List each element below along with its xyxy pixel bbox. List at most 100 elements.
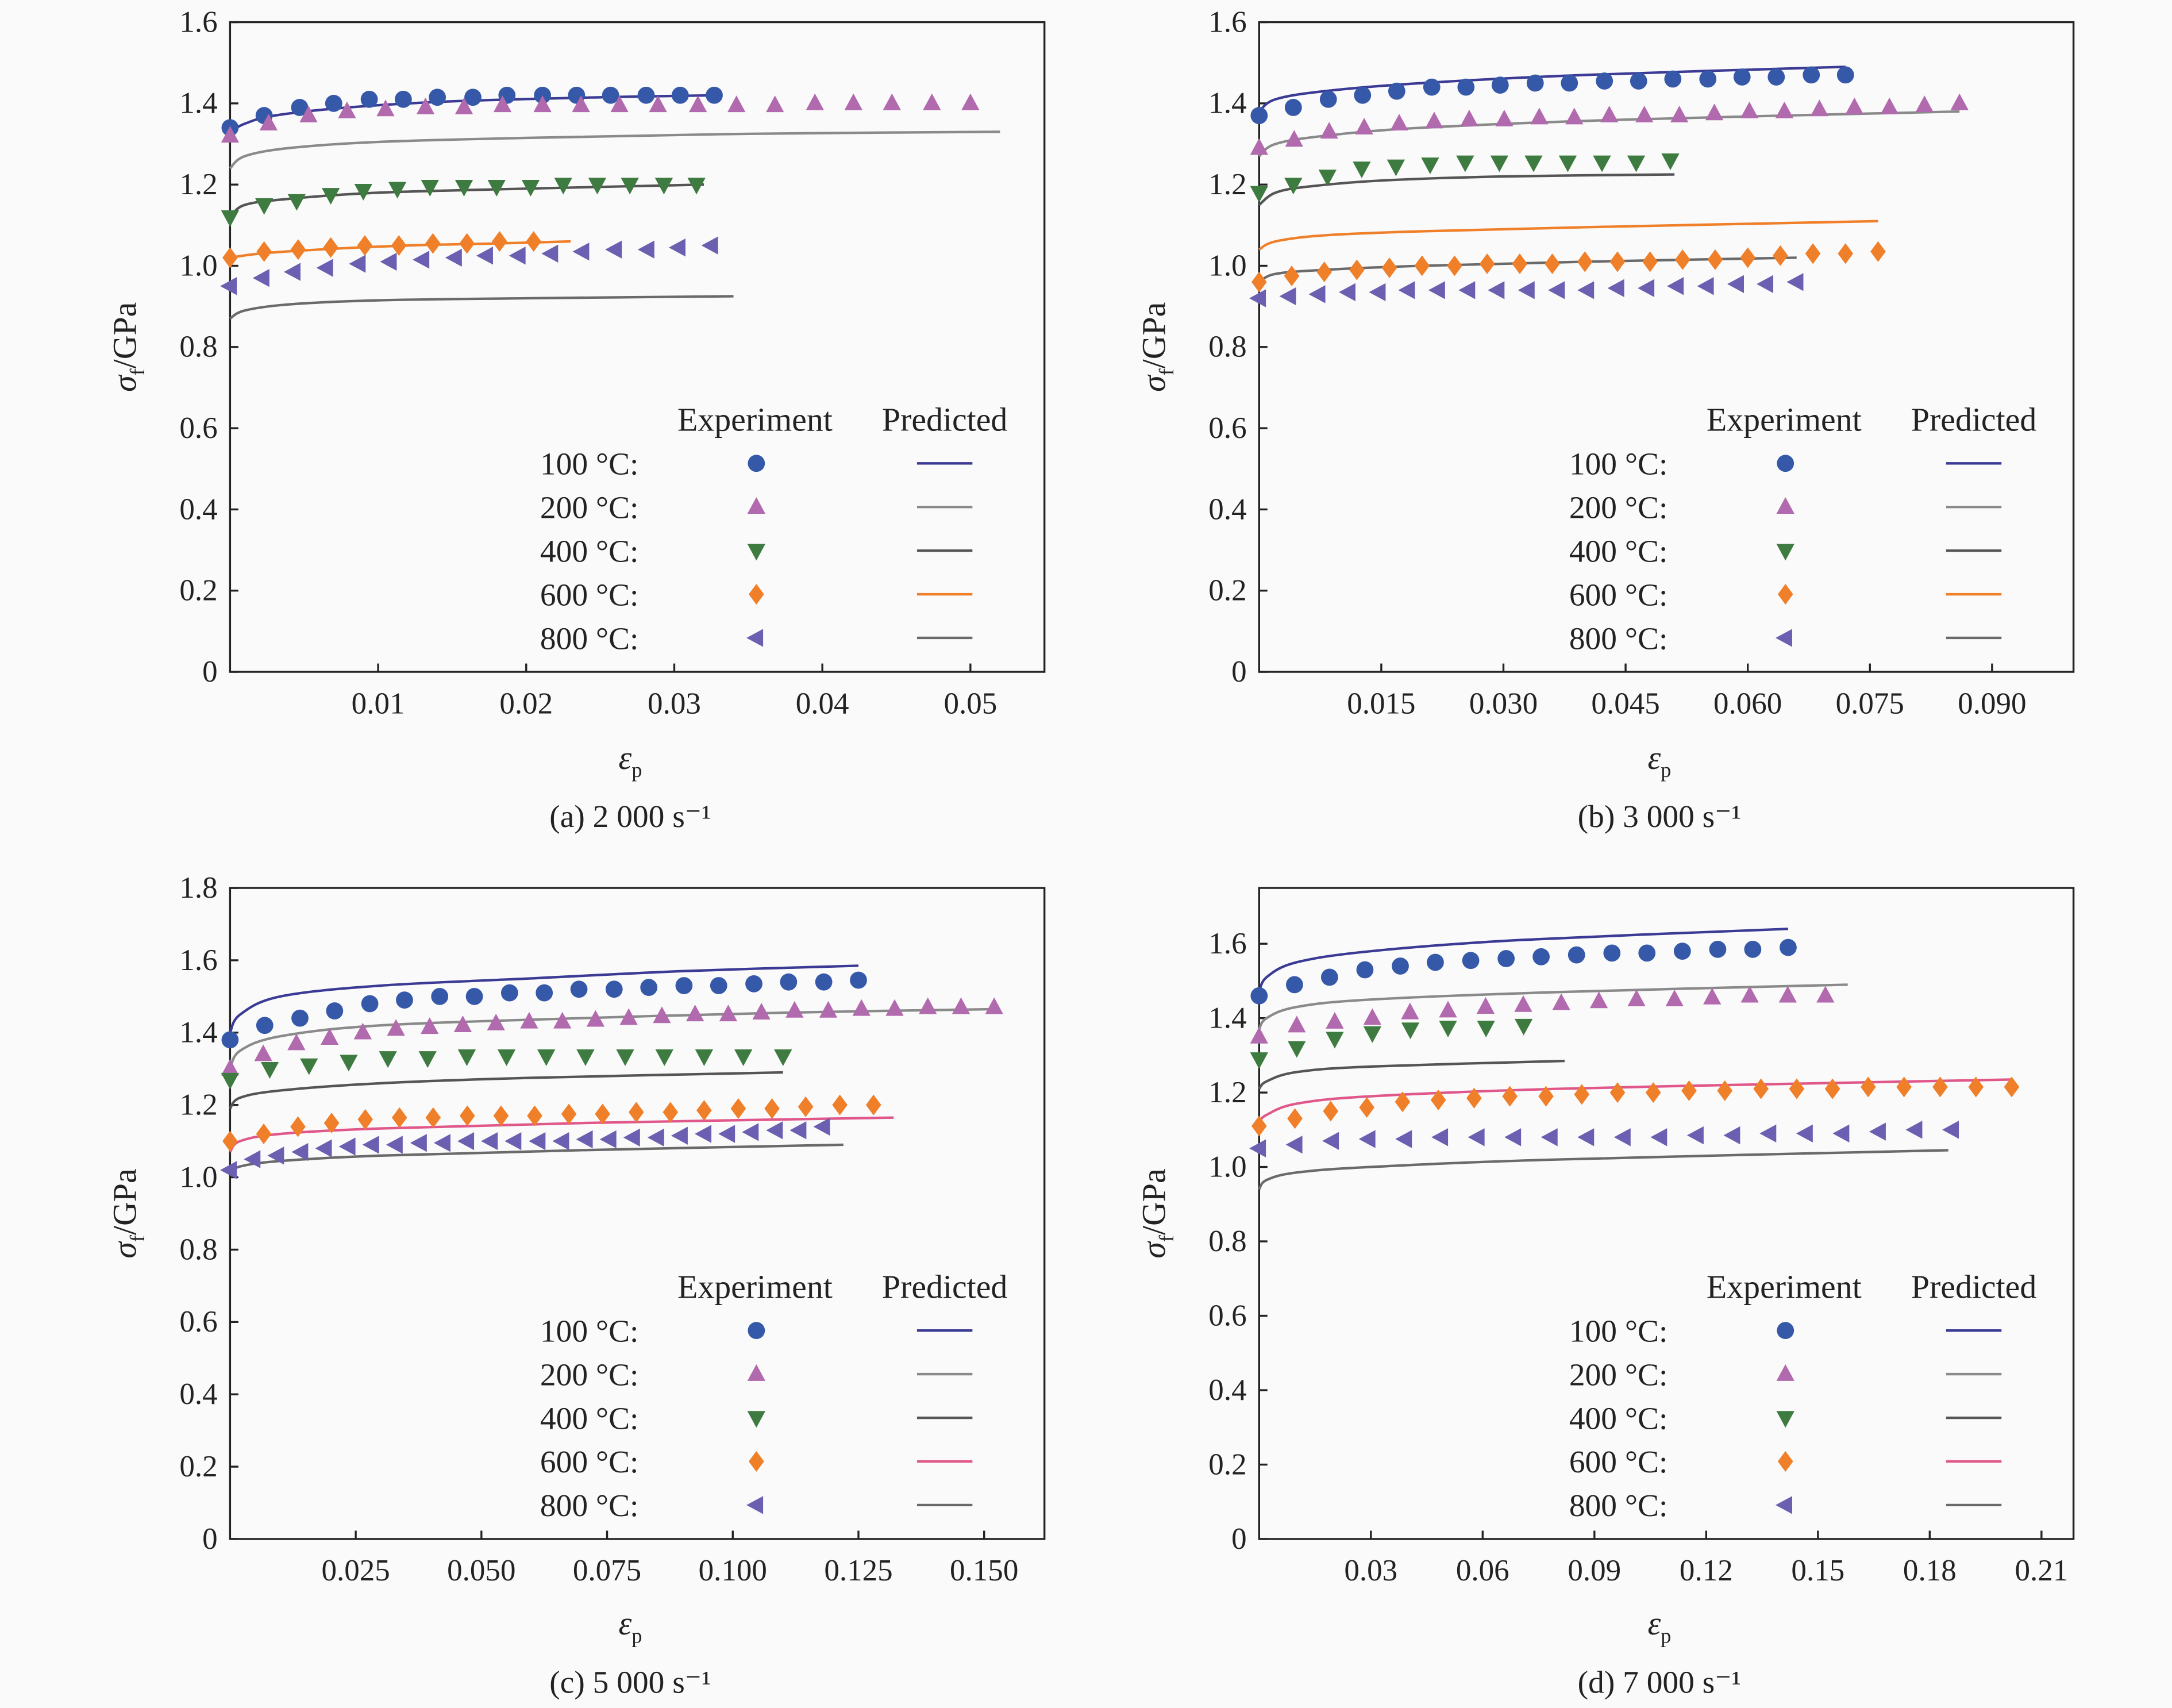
chart-panel-b: 0 0.2 0.4 0.6 0.8 1.0 1.2 1.4 1.6 0.015 0.030 0.045… bbox=[1135, 5, 2075, 834]
data-point bbox=[1803, 66, 1820, 84]
data-point bbox=[221, 1072, 240, 1090]
x-tick-label: 0.02 bbox=[499, 687, 553, 720]
legend-label: 100 °C: bbox=[540, 447, 639, 482]
data-point bbox=[1759, 1124, 1777, 1142]
data-point bbox=[1288, 1015, 1306, 1033]
data-point bbox=[780, 973, 798, 991]
predicted-line-600c bbox=[1258, 220, 1878, 251]
data-point bbox=[220, 277, 237, 295]
data-point bbox=[1414, 255, 1430, 276]
data-point bbox=[380, 252, 397, 271]
data-point bbox=[686, 1005, 704, 1022]
data-point bbox=[418, 1051, 437, 1068]
data-point bbox=[1279, 287, 1296, 306]
data-point bbox=[595, 1103, 610, 1125]
data-point bbox=[653, 1006, 671, 1024]
data-point bbox=[628, 1102, 644, 1123]
data-point bbox=[764, 1098, 780, 1119]
legend-marker bbox=[1776, 1411, 1794, 1428]
data-point bbox=[1686, 1126, 1704, 1145]
legend-marker bbox=[1776, 629, 1792, 647]
data-point bbox=[952, 997, 971, 1014]
legend-marker bbox=[749, 1451, 764, 1472]
data-point bbox=[1568, 946, 1585, 964]
data-point bbox=[1456, 155, 1474, 172]
data-point bbox=[492, 231, 507, 252]
data-point bbox=[340, 1055, 358, 1072]
data-point bbox=[637, 86, 655, 104]
data-point bbox=[619, 1008, 638, 1025]
x-axis-label: εp bbox=[619, 739, 642, 782]
data-point bbox=[1390, 113, 1408, 130]
data-point bbox=[493, 95, 512, 113]
data-point bbox=[1479, 253, 1495, 274]
legend-marker bbox=[1777, 584, 1793, 605]
data-point bbox=[1561, 74, 1578, 92]
data-point bbox=[259, 113, 278, 130]
data-point bbox=[321, 188, 340, 205]
data-point bbox=[1810, 99, 1829, 117]
y-tick-label: 0.2 bbox=[1208, 574, 1246, 607]
experiment-series-400c bbox=[1250, 1018, 1533, 1070]
data-point bbox=[1428, 281, 1445, 299]
legend-marker bbox=[747, 1411, 765, 1428]
data-point bbox=[457, 1132, 475, 1151]
data-point bbox=[221, 126, 240, 143]
data-point bbox=[655, 1049, 673, 1066]
data-point bbox=[647, 1128, 664, 1147]
data-point bbox=[1490, 155, 1509, 172]
data-point bbox=[1358, 1130, 1376, 1148]
data-point bbox=[1356, 961, 1374, 979]
x-tick-label: 0.050 bbox=[447, 1554, 515, 1587]
data-point bbox=[701, 236, 718, 255]
data-point bbox=[391, 1107, 407, 1128]
legend-label: 800 °C: bbox=[1569, 1488, 1668, 1523]
data-point bbox=[357, 1109, 373, 1130]
data-point bbox=[536, 984, 553, 1002]
y-tick-label: 0.8 bbox=[1208, 330, 1246, 364]
data-point bbox=[1318, 170, 1337, 187]
data-point bbox=[222, 1130, 238, 1152]
legend-label: 400 °C: bbox=[1569, 1401, 1668, 1436]
y-tick-label: 0.6 bbox=[179, 1305, 217, 1338]
legend-marker bbox=[748, 1322, 765, 1340]
data-point bbox=[1789, 1078, 1805, 1099]
y-tick-label: 1.4 bbox=[1208, 1002, 1246, 1035]
data-point bbox=[1896, 1076, 1912, 1098]
data-point bbox=[668, 238, 686, 257]
data-point bbox=[706, 86, 723, 104]
data-point bbox=[1423, 78, 1441, 96]
chart-panel-a: 0 0.2 0.4 0.6 0.8 1.0 1.2 1.4 1.6 0.01 0.02 0.03 0.0… bbox=[106, 5, 1046, 834]
data-point bbox=[1665, 990, 1684, 1007]
data-point bbox=[1284, 266, 1300, 287]
data-point bbox=[1727, 275, 1744, 293]
x-tick-label: 0.09 bbox=[1568, 1554, 1621, 1587]
data-point bbox=[221, 210, 240, 227]
data-point bbox=[1447, 255, 1462, 276]
data-point bbox=[852, 999, 871, 1016]
x-tick-label: 0.045 bbox=[1591, 687, 1659, 720]
x-tick-label: 0.12 bbox=[1680, 1554, 1733, 1587]
experiment-series-200c bbox=[1250, 986, 1835, 1044]
data-point bbox=[429, 89, 446, 106]
legend-header-experiment: Experiment bbox=[1707, 1268, 1862, 1306]
x-tick-label: 0.03 bbox=[1344, 1554, 1397, 1587]
data-point bbox=[416, 97, 435, 114]
data-point bbox=[1369, 283, 1386, 302]
data-point bbox=[338, 1137, 356, 1156]
legend-marker bbox=[1776, 1364, 1794, 1381]
predicted-line-200c bbox=[1258, 110, 1960, 157]
data-point bbox=[1832, 1124, 1850, 1142]
y-tick-label: 1.6 bbox=[1208, 5, 1246, 39]
y-tick-label: 0.6 bbox=[1208, 1299, 1246, 1332]
legend-label: 100 °C: bbox=[1569, 1313, 1668, 1348]
data-point bbox=[320, 1028, 339, 1045]
experiment-series-100c bbox=[221, 86, 723, 137]
data-point bbox=[1541, 1128, 1558, 1147]
experiment-series-200c bbox=[1250, 93, 1969, 155]
data-point bbox=[1338, 283, 1355, 302]
data-point bbox=[671, 86, 689, 104]
data-point bbox=[1603, 944, 1621, 962]
predicted-line-200c bbox=[1258, 983, 1848, 1030]
data-point bbox=[850, 971, 867, 989]
